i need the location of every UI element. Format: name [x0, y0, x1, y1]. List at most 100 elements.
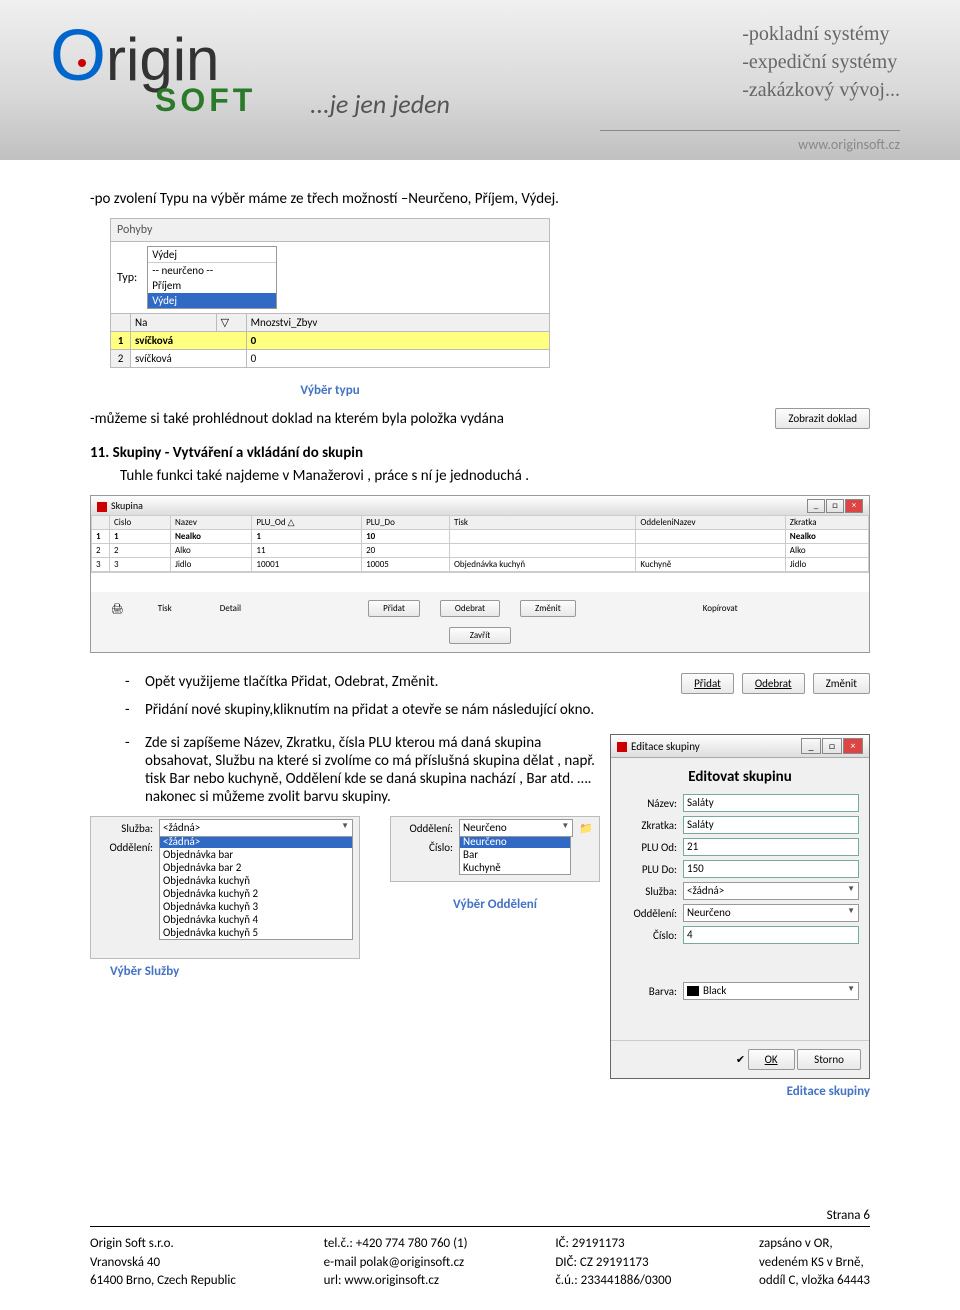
left-col: Zde si zapíšeme Název, Zkratku, čísla PL…: [90, 734, 600, 989]
header-url: www.originsoft.cz: [600, 130, 900, 153]
zobrazit-doklad-button[interactable]: Zobrazit doklad: [775, 408, 870, 429]
typ-opt[interactable]: Příjem: [148, 278, 276, 293]
oddeleni-screenshot: Oddělení:Neurčeno📁 Číslo: Neurčeno Bar K…: [390, 816, 600, 882]
cislo-label: Číslo:: [397, 841, 453, 854]
pridat-button[interactable]: Přidat: [368, 600, 420, 617]
bullet-1: Opět využijeme tlačítka Přidat, Odebrat,…: [125, 673, 666, 691]
caption-vyber-sluzby: Výběr Služby: [110, 964, 360, 979]
sluzba-select[interactable]: <žádná>: [683, 882, 859, 900]
col-pluod: PLU_Od △: [252, 516, 362, 530]
table-row[interactable]: 2 svíčková 0: [111, 350, 550, 368]
list-item[interactable]: Objednávka bar: [160, 848, 352, 861]
sluzba-label: Služba:: [621, 885, 677, 898]
table-row[interactable]: 22Alko1120Alko: [92, 544, 869, 558]
ok-button[interactable]: OK: [748, 1049, 795, 1070]
nazev-label: Název:: [621, 797, 677, 810]
content: -po zvolení Typu na výběr máme ze třech …: [0, 160, 960, 1124]
barva-label: Barva:: [621, 985, 677, 998]
pridat-button[interactable]: Přidat: [681, 673, 734, 694]
dialog-heading: Editovat skupinu: [621, 768, 859, 786]
detail-button[interactable]: Detail: [206, 601, 255, 616]
cislo-label: Číslo:: [621, 929, 677, 942]
bullet-3: Zde si zapíšeme Název, Zkratku, čísla PL…: [125, 734, 600, 806]
dialog-body: Editovat skupinu Název: Saláty Zkratka: Sa…: [611, 758, 869, 1040]
col-blank: [111, 314, 131, 332]
footer-grid: Origin Soft s.r.o. Vranovská 40 61400 Br…: [90, 1235, 870, 1290]
print-icon: 🖨: [111, 602, 124, 615]
caption-vyber-typu: Výběr typu: [110, 383, 550, 398]
list-item[interactable]: Bar: [460, 848, 570, 861]
pohyby-title: Pohyby: [110, 218, 550, 242]
storno-button[interactable]: Storno: [797, 1049, 861, 1070]
paragraph-2: -můžeme si také prohlédnout doklad na kt…: [90, 410, 765, 428]
table-row[interactable]: 33Jidlo1000110005Objednávka kuchyňKuchyn…: [92, 558, 869, 572]
row-qty: 0: [246, 350, 549, 368]
typ-opt[interactable]: Výdej: [148, 293, 276, 308]
close-icon[interactable]: ×: [845, 499, 863, 513]
table-row[interactable]: 11Nealko110Nealko: [92, 530, 869, 544]
caption-vyber-oddeleni: Výběr Oddělení: [390, 897, 600, 912]
maximize-icon[interactable]: □: [822, 738, 842, 754]
footer-col-1: Origin Soft s.r.o. Vranovská 40 61400 Br…: [90, 1235, 236, 1290]
col-tisk: Tisk: [449, 516, 635, 530]
zavrit-button[interactable]: Zavřít: [449, 627, 512, 644]
footer-col-2: tel.č.: +420 774 780 760 (1) e-mail pola…: [324, 1235, 468, 1290]
kopirovat-button[interactable]: Kopírovat: [689, 601, 752, 616]
col-mnozstvi: Mnozstvi_Zbyv: [246, 314, 549, 332]
dialog-title: Editace skupiny: [631, 740, 700, 753]
minimize-icon[interactable]: _: [807, 499, 825, 513]
typ-selected: Výdej: [148, 247, 276, 262]
skupina-title-text: Skupina: [111, 499, 143, 512]
col-sort: ▽: [216, 314, 246, 332]
skupina-toolbar2: Zavřít: [91, 625, 869, 652]
list-item[interactable]: Kuchyně: [460, 861, 570, 874]
zkratka-input[interactable]: Saláty: [683, 816, 859, 834]
col-blank: [92, 516, 110, 530]
caption-editace: Editace skupiny: [610, 1084, 870, 1099]
footer-col-4: zapsáno v OR, vedeném KS v Brně, oddíl C…: [759, 1235, 870, 1290]
zmenit-button[interactable]: Změnit: [520, 600, 576, 617]
cislo-input[interactable]: 4: [683, 926, 859, 944]
minimize-icon[interactable]: _: [801, 738, 821, 754]
logo-o: O: [50, 15, 106, 97]
close-icon[interactable]: ×: [843, 738, 863, 754]
oddeleni-listbox[interactable]: Neurčeno Bar Kuchyně: [459, 834, 571, 875]
tagline-2: -expediční systémy: [742, 48, 900, 76]
col-zkratka: Zkratka: [785, 516, 868, 530]
sluzba-wrapper: Služba:<žádná> Oddělení: <žádná> Objedná…: [90, 816, 360, 989]
footer-col-3: IČ: 29191173 DIČ: CZ 29191173 č.ú.: 2334…: [555, 1235, 671, 1290]
skupina-titlebar: Skupina _□×: [91, 496, 869, 515]
bottom-screenshots: Služba:<žádná> Oddělení: <žádná> Objedná…: [90, 816, 600, 989]
footer-divider: [90, 1226, 870, 1227]
nazev-input[interactable]: Saláty: [683, 794, 859, 812]
tisk-button[interactable]: Tisk: [144, 601, 186, 616]
app-icon: [97, 502, 107, 512]
zkratka-label: Zkratka:: [621, 819, 677, 832]
table-row[interactable]: 1 svíčková 0: [111, 332, 550, 350]
pludo-input[interactable]: 150: [683, 860, 859, 878]
pluod-input[interactable]: 21: [683, 838, 859, 856]
right-col: Editace skupiny _□× Editovat skupinu Náz…: [610, 734, 870, 1104]
browse-icon[interactable]: 📁: [579, 822, 593, 835]
oddeleni-wrapper: Oddělení:Neurčeno📁 Číslo: Neurčeno Bar K…: [390, 816, 600, 922]
barva-select[interactable]: Black: [683, 982, 859, 1000]
pohyby-typ-row: Typ: Výdej -- neurčeno -- Příjem Výdej: [110, 242, 550, 313]
odebrat-button[interactable]: Odebrat: [440, 600, 500, 617]
col-na: Na: [131, 314, 217, 332]
skupina-toolbar: 🖨 Tisk Detail Přidat Odebrat Změnit Kopí…: [91, 592, 869, 625]
col-cislo: Cislo: [110, 516, 171, 530]
tagline-1: -pokladní systémy: [742, 20, 900, 48]
typ-opt[interactable]: -- neurčeno --: [148, 263, 276, 278]
two-column: Zde si zapíšeme Název, Zkratku, čísla PL…: [90, 734, 870, 1104]
bullet-list: Zde si zapíšeme Název, Zkratku, čísla PL…: [125, 734, 600, 806]
odebrat-button[interactable]: Odebrat: [742, 673, 805, 694]
sluzba-label: Služba:: [97, 822, 153, 835]
col-nazev: Nazev: [170, 516, 251, 530]
zmenit-button[interactable]: Změnit: [813, 673, 870, 694]
row-name: svíčková: [131, 332, 247, 350]
oddeleni-label: Oddělení:: [397, 822, 453, 835]
typ-combo[interactable]: Výdej -- neurčeno -- Příjem Výdej: [147, 246, 277, 309]
oddeleni-select[interactable]: Neurčeno: [683, 904, 859, 922]
maximize-icon[interactable]: □: [826, 499, 844, 513]
row-num: 2: [111, 350, 131, 368]
